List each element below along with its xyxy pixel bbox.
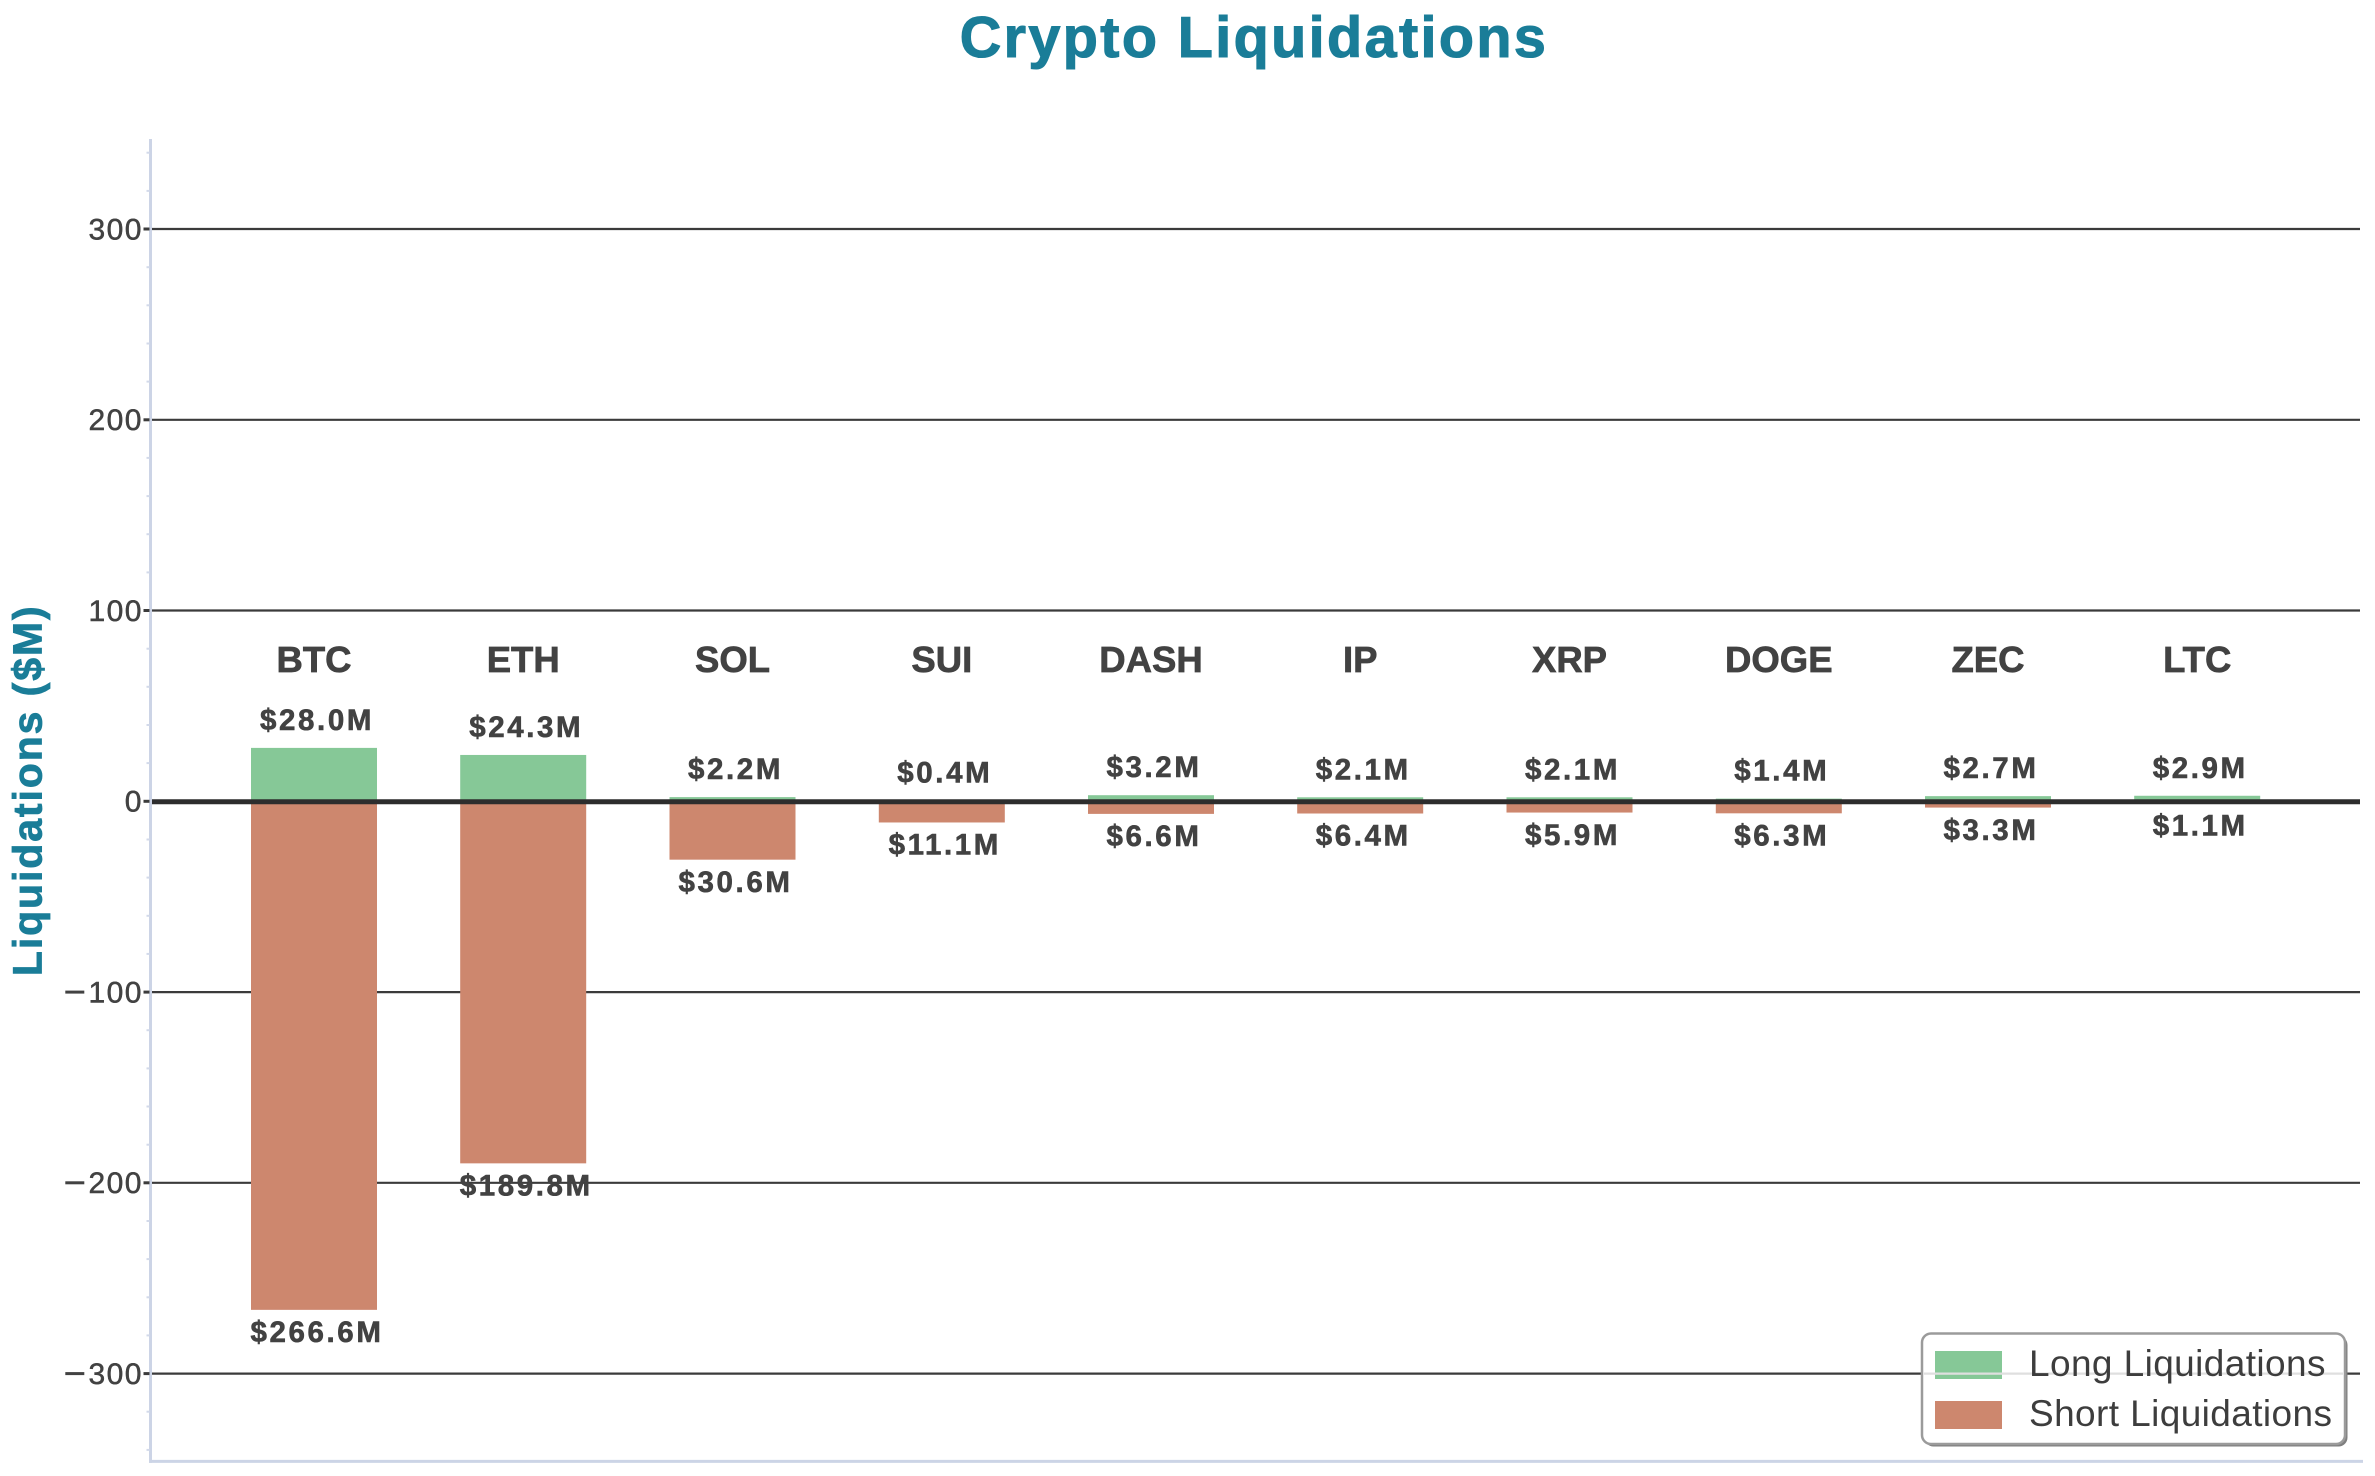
svg-text:$0.4M: $0.4M	[897, 757, 992, 790]
svg-text:$30.6M: $30.6M	[679, 866, 793, 899]
svg-text:100: 100	[89, 976, 143, 1009]
svg-text:Liquidations ($M): Liquidations ($M)	[5, 604, 51, 976]
svg-text:$2.9M: $2.9M	[2153, 752, 2248, 785]
svg-text:SOL: SOL	[695, 639, 770, 680]
svg-text:ZEC: ZEC	[1952, 639, 2025, 680]
svg-text:BTC: BTC	[276, 639, 351, 680]
svg-text:0: 0	[125, 786, 143, 819]
svg-text:$28.0M: $28.0M	[260, 704, 374, 737]
svg-text:$1.1M: $1.1M	[2153, 810, 2248, 843]
svg-text:XRP: XRP	[1532, 639, 1607, 680]
svg-text:LTC: LTC	[2163, 639, 2231, 680]
svg-text:ETH: ETH	[487, 639, 560, 680]
svg-text:$5.9M: $5.9M	[1525, 819, 1620, 852]
svg-text:$2.1M: $2.1M	[1525, 753, 1620, 786]
svg-text:$6.6M: $6.6M	[1107, 820, 1202, 853]
svg-text:$2.7M: $2.7M	[1944, 752, 2039, 785]
svg-text:200: 200	[89, 1167, 143, 1200]
svg-text:$3.2M: $3.2M	[1107, 751, 1202, 784]
svg-text:DASH: DASH	[1099, 639, 1202, 680]
svg-text:$6.3M: $6.3M	[1734, 820, 1829, 853]
svg-text:DOGE: DOGE	[1725, 639, 1833, 680]
svg-text:300: 300	[89, 213, 143, 246]
svg-text:Long Liquidations: Long Liquidations	[2029, 1343, 2326, 1384]
svg-text:$189.8M: $189.8M	[460, 1170, 593, 1203]
svg-text:$2.1M: $2.1M	[1316, 753, 1411, 786]
svg-text:$6.4M: $6.4M	[1316, 820, 1411, 853]
svg-text:$24.3M: $24.3M	[469, 711, 583, 744]
svg-text:Short Liquidations: Short Liquidations	[2029, 1393, 2332, 1434]
svg-text:$11.1M: $11.1M	[889, 829, 1001, 862]
svg-text:200: 200	[89, 404, 143, 437]
svg-text:Crypto Liquidations: Crypto Liquidations	[960, 6, 1549, 70]
svg-text:300: 300	[89, 1358, 143, 1391]
svg-text:100: 100	[89, 595, 143, 628]
svg-text:$1.4M: $1.4M	[1734, 755, 1829, 788]
svg-text:IP: IP	[1343, 639, 1378, 680]
svg-text:$266.6M: $266.6M	[250, 1316, 383, 1349]
svg-text:$2.2M: $2.2M	[688, 753, 783, 786]
svg-text:$3.3M: $3.3M	[1944, 814, 2039, 847]
svg-text:SUI: SUI	[911, 639, 972, 680]
